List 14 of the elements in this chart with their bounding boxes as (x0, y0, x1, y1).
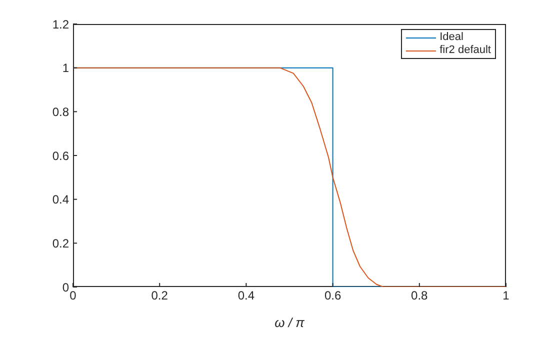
y-tick-label: 0.6 (52, 148, 70, 163)
legend-label: Ideal (440, 31, 464, 44)
y-tick-label: 1.2 (52, 17, 70, 32)
x-tick-label: 1 (502, 288, 510, 303)
x-tick-label: 0.6 (324, 288, 342, 303)
x-tick-label: 0.2 (151, 288, 168, 303)
x-axis-title: ω / π (274, 315, 305, 330)
y-tick-label: 0.2 (52, 236, 70, 250)
y-tick-label: 1 (62, 61, 70, 76)
y-tick-label: 0.8 (52, 104, 70, 119)
legend-label: fir2 default (440, 44, 491, 57)
x-tick-label: 0.4 (238, 288, 255, 303)
x-tick-label: 0.8 (411, 288, 428, 303)
y-tick-label: 0.4 (52, 192, 70, 207)
